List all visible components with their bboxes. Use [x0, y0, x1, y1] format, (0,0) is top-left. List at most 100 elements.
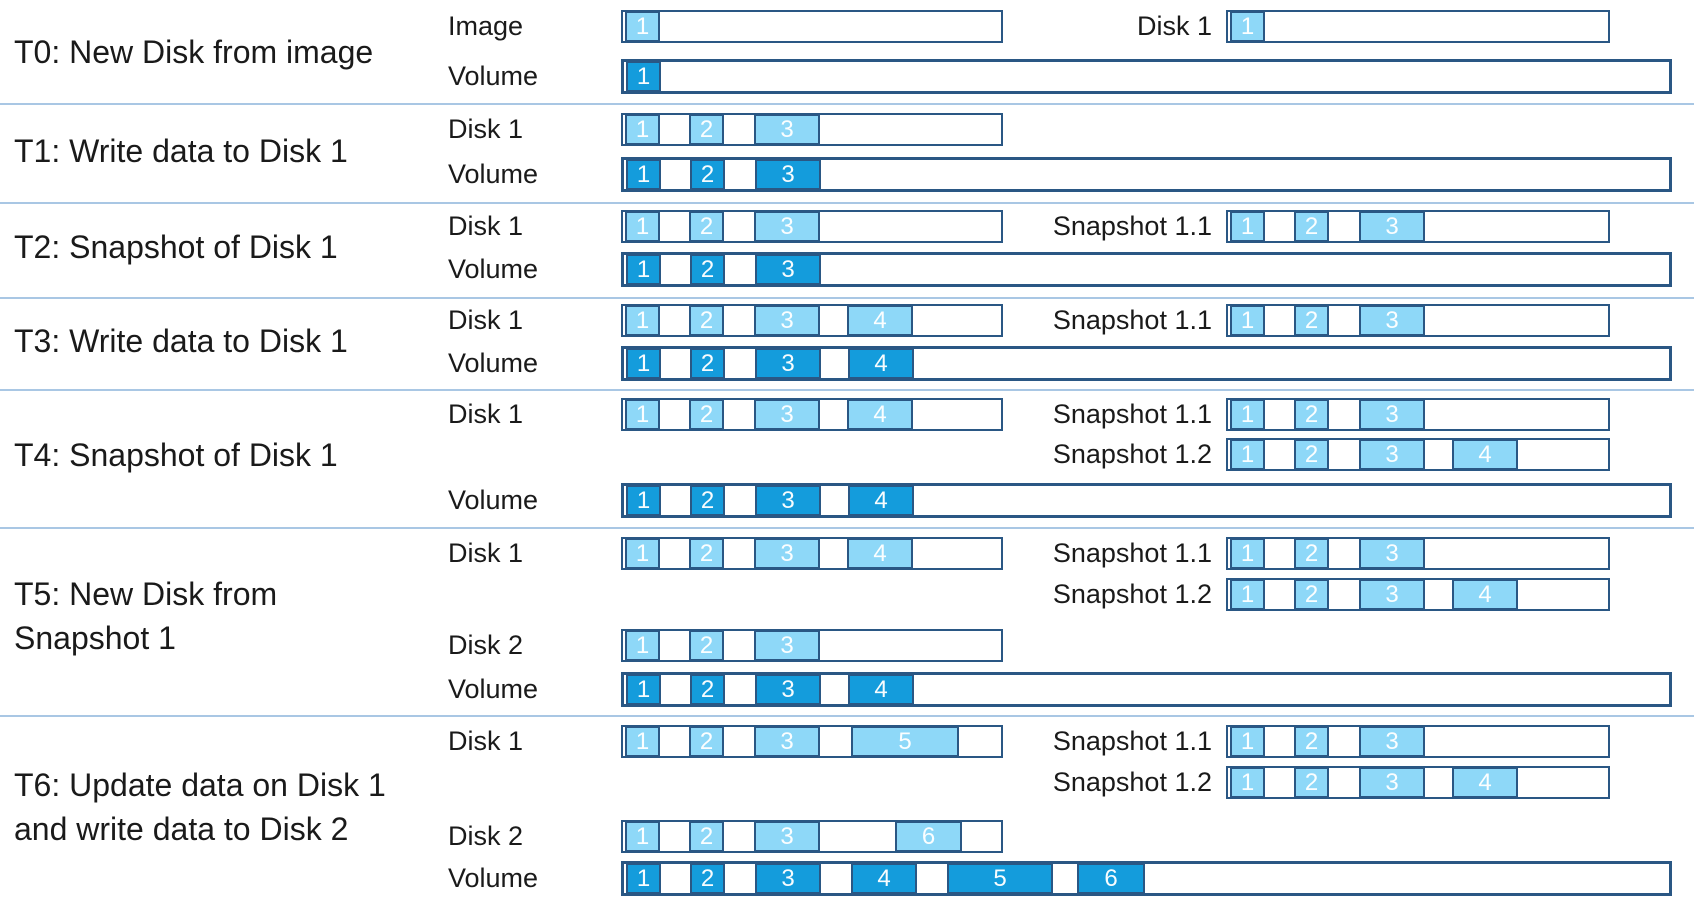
block-2: 2 [690, 485, 725, 516]
block-4: 4 [848, 674, 914, 705]
row-label-snapshot-1-1: Snapshot 1.1 [1052, 399, 1212, 429]
block-number: 4 [873, 306, 887, 334]
block-3: 3 [754, 538, 820, 569]
block-number: 5 [993, 864, 1007, 892]
block-1: 1 [1230, 305, 1265, 336]
row-label-snapshot-1-1: Snapshot 1.1 [1052, 305, 1212, 335]
block-3: 3 [755, 485, 821, 516]
volume-bar: 1 2 3 4 [621, 672, 1672, 707]
row-label-disk-1: Disk 1 [448, 114, 524, 144]
block-3: 3 [1359, 579, 1425, 610]
time-label-t2: T2: Snapshot of Disk 1 [14, 225, 338, 269]
block-3: 3 [1359, 305, 1425, 336]
block-number: 2 [700, 160, 715, 188]
block-number: 6 [1104, 864, 1118, 892]
volume-bar: 1 2 3 4 5 6 [621, 861, 1672, 896]
block-number: 3 [1385, 727, 1399, 755]
block-number: 4 [1478, 440, 1492, 468]
snapshot-bar: 1 2 3 [1226, 398, 1610, 431]
block-number: 2 [1304, 580, 1319, 608]
block-1: 1 [1230, 726, 1265, 757]
block-number: 1 [636, 864, 651, 892]
block-1: 1 [1230, 579, 1265, 610]
block-1: 1 [625, 726, 660, 757]
snapshot-bar: 1 2 3 [1226, 725, 1610, 758]
block-number: 3 [781, 349, 795, 377]
row-label-volume: Volume [448, 61, 539, 91]
block-number: 2 [1304, 440, 1319, 468]
block-number: 3 [1385, 400, 1399, 428]
block-2: 2 [689, 305, 724, 336]
row-label-volume: Volume [448, 254, 539, 284]
block-number: 2 [699, 727, 714, 755]
time-label-line: T0: New Disk from image [14, 34, 374, 70]
block-number: 3 [1385, 768, 1399, 796]
snapshot-bar: 1 2 3 4 [1226, 766, 1610, 799]
snapshot-bar: 1 2 3 [1226, 210, 1610, 243]
block-number: 1 [636, 62, 651, 90]
block-1: 1 [625, 11, 660, 42]
block-number: 3 [1385, 212, 1399, 240]
block-2: 2 [1294, 399, 1329, 430]
block-1: 1 [1230, 767, 1265, 798]
block-number: 2 [699, 306, 714, 334]
block-2: 2 [689, 211, 724, 242]
block-3: 3 [755, 159, 821, 190]
block-number: 2 [699, 539, 714, 567]
block-number: 1 [635, 400, 650, 428]
row-label-snapshot-1-1: Snapshot 1.1 [1052, 726, 1212, 756]
row-label-snapshot-1-2: Snapshot 1.2 [1052, 439, 1212, 469]
row-label-snapshot-1-2: Snapshot 1.2 [1052, 579, 1212, 609]
block-number: 2 [1304, 539, 1319, 567]
separator-line [0, 202, 1694, 204]
block-number: 3 [781, 864, 795, 892]
block-2: 2 [690, 159, 725, 190]
block-3: 3 [1359, 767, 1425, 798]
row-label-disk-1: Disk 1 [448, 726, 524, 756]
disk-bar: 1 2 3 [621, 210, 1003, 243]
block-1: 1 [626, 674, 661, 705]
volume-bar: 1 2 3 4 [621, 483, 1672, 518]
block-number: 2 [699, 400, 714, 428]
block-number: 1 [635, 727, 650, 755]
disk-bar: 1 2 3 5 [621, 725, 1003, 758]
block-number: 1 [635, 822, 650, 850]
block-5: 5 [947, 863, 1053, 894]
block-number: 1 [635, 539, 650, 567]
block-number: 2 [700, 486, 715, 514]
row-label-volume: Volume [448, 159, 539, 189]
block-number: 1 [1240, 306, 1255, 334]
block-number: 2 [1304, 727, 1319, 755]
row-label-disk-1: Disk 1 [448, 211, 524, 241]
time-label-t0: T0: New Disk from image [14, 30, 373, 74]
snapshot-bar: 1 [1226, 10, 1610, 43]
block-number: 3 [1385, 539, 1399, 567]
volume-bar: 1 [621, 59, 1672, 94]
block-2: 2 [1294, 726, 1329, 757]
block-3: 3 [755, 254, 821, 285]
time-label-line: T5: New Disk from [14, 576, 278, 612]
block-4: 4 [1452, 439, 1518, 470]
block-number: 3 [1385, 306, 1399, 334]
block-number: 1 [636, 255, 651, 283]
block-number: 2 [1304, 768, 1319, 796]
block-number: 1 [636, 486, 651, 514]
block-3: 3 [754, 211, 820, 242]
block-number: 3 [780, 727, 794, 755]
block-number: 2 [700, 255, 715, 283]
block-number: 4 [1478, 580, 1492, 608]
time-label-line: Snapshot 1 [14, 620, 176, 656]
block-number: 3 [780, 115, 794, 143]
block-number: 1 [635, 115, 650, 143]
separator-line [0, 715, 1694, 717]
volume-bar: 1 2 3 [621, 157, 1672, 192]
separator-line [0, 297, 1694, 299]
row-label-disk-2: Disk 2 [448, 630, 524, 660]
block-number: 1 [1240, 440, 1255, 468]
block-1: 1 [625, 821, 660, 852]
row-label-volume: Volume [448, 674, 539, 704]
block-number: 1 [635, 12, 650, 40]
block-number: 1 [635, 212, 650, 240]
block-6: 6 [1077, 863, 1145, 894]
block-4: 4 [1452, 579, 1518, 610]
